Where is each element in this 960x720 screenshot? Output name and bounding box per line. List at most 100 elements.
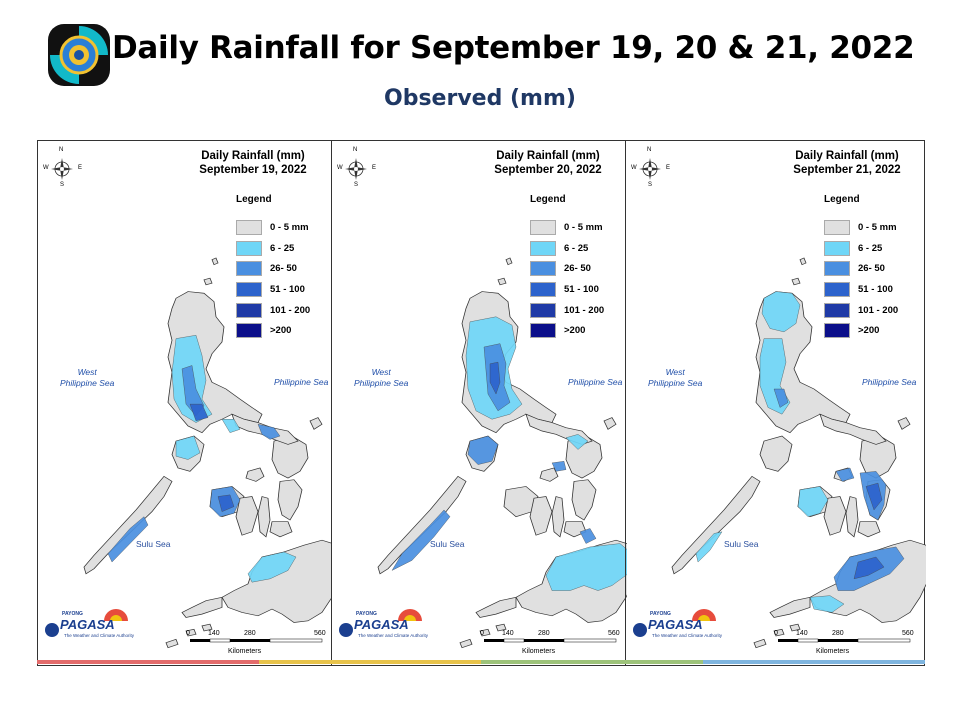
scale-tick-label: 140 bbox=[208, 630, 220, 637]
legend-swatch bbox=[530, 323, 556, 339]
legend-heading: Legend bbox=[530, 194, 566, 205]
west-philippine-sea-label: West Philippine Sea bbox=[648, 367, 703, 388]
island-sulu2 bbox=[789, 623, 801, 632]
pagasa-tagline: The Weather and Climate Authority bbox=[64, 633, 134, 638]
bottom-color-strip bbox=[37, 660, 925, 664]
island-bohol bbox=[857, 521, 881, 538]
compass-rose-icon bbox=[51, 158, 73, 180]
island-sulu1 bbox=[185, 628, 197, 637]
rainfall-area bbox=[257, 424, 281, 440]
legend-heading: Legend bbox=[236, 194, 272, 205]
scale-tick-label: 140 bbox=[796, 630, 808, 637]
philippine-sea-label: Philippine Sea bbox=[274, 377, 329, 387]
compass-s-label: S bbox=[648, 182, 653, 188]
island-samar bbox=[271, 435, 309, 479]
legend-label: >200 bbox=[858, 325, 880, 337]
rainfall-area bbox=[391, 509, 451, 571]
island-palawan bbox=[377, 475, 467, 575]
island-masbate bbox=[245, 467, 265, 482]
compass-w-label: W bbox=[43, 165, 49, 171]
island-leyte bbox=[571, 479, 597, 521]
rainfall-area bbox=[467, 435, 499, 465]
map-panel-sep21: Daily Rainfall (mm) September 21, 2022 Leg… bbox=[625, 141, 926, 665]
legend: 0 - 5 mm 6 - 25 26- 50 51 - 100 101 - 200 >20… bbox=[236, 217, 310, 341]
rainfall-area bbox=[107, 516, 149, 563]
legend-swatch bbox=[530, 302, 556, 318]
legend-label: 51 - 100 bbox=[564, 283, 599, 295]
compass-n-label: N bbox=[647, 147, 652, 153]
pagasa-tagline: The Weather and Climate Authority bbox=[358, 633, 428, 638]
legend-swatch bbox=[530, 281, 556, 297]
legend-label: 6 - 25 bbox=[858, 242, 883, 254]
compass-n-label: N bbox=[353, 147, 358, 153]
sulu-sea-label: Sulu Sea bbox=[724, 539, 759, 549]
island-babuyan bbox=[791, 277, 801, 286]
pagasa-seal-logo bbox=[48, 24, 110, 86]
island-sulu1 bbox=[479, 628, 491, 637]
legend-swatch bbox=[824, 302, 850, 318]
pagasa-icon bbox=[339, 623, 353, 637]
scale-unit-label: Kilometers bbox=[228, 648, 262, 655]
philippines-map bbox=[339, 158, 627, 649]
island-tawi bbox=[753, 638, 767, 649]
legend-label: 0 - 5 mm bbox=[564, 221, 603, 233]
legend-item: 6 - 25 bbox=[824, 238, 898, 259]
rainfall-area bbox=[217, 494, 235, 512]
scale-tick-label: 0 bbox=[774, 630, 778, 637]
rainfall-area bbox=[181, 365, 205, 417]
panel-heading: Daily Rainfall (mm) bbox=[201, 150, 305, 162]
rainfall-area bbox=[809, 595, 845, 613]
scale-tick-label: 280 bbox=[538, 630, 550, 637]
compass-e-label: E bbox=[372, 165, 377, 171]
panel-date: September 21, 2022 bbox=[793, 164, 901, 176]
west-philippine-sea-label: West Philippine Sea bbox=[60, 367, 115, 388]
legend-label: >200 bbox=[270, 325, 292, 337]
panel-title: Daily Rainfall (mm) September 19, 2022 bbox=[189, 149, 317, 177]
philippines-map bbox=[633, 158, 926, 649]
legend-label: 26- 50 bbox=[564, 263, 591, 275]
compass-e-label: E bbox=[78, 165, 83, 171]
island-mindanao bbox=[221, 539, 331, 623]
page-title: Daily Rainfall for September 19, 20 & 21… bbox=[112, 30, 915, 66]
legend-item: 26- 50 bbox=[236, 258, 310, 279]
rainfall-area bbox=[189, 403, 209, 422]
panel-date: September 19, 2022 bbox=[199, 164, 307, 176]
scale-tick-label: 140 bbox=[502, 630, 514, 637]
island-catan bbox=[309, 417, 323, 430]
pagasa-tag-label: PAYONG bbox=[650, 611, 671, 617]
legend-item: 101 - 200 bbox=[236, 300, 310, 321]
scale-unit-label: Kilometers bbox=[522, 648, 556, 655]
legend-swatch bbox=[824, 240, 850, 256]
compass-s-label: S bbox=[60, 182, 65, 188]
compass-w-label: W bbox=[631, 165, 637, 171]
scale-tick-label: 280 bbox=[244, 630, 256, 637]
rainfall-area bbox=[565, 434, 589, 450]
island-masbate bbox=[539, 467, 559, 482]
scale-unit-label: Kilometers bbox=[816, 648, 850, 655]
philippine-sea-label: Philippine Sea bbox=[568, 377, 623, 387]
legend-item: 101 - 200 bbox=[530, 300, 604, 321]
legend-swatch bbox=[236, 281, 262, 297]
scale-tick-label: 0 bbox=[480, 630, 484, 637]
rainfall-area bbox=[773, 388, 789, 408]
island-tawi bbox=[165, 638, 179, 649]
legend-item: 6 - 25 bbox=[236, 238, 310, 259]
rainfall-area bbox=[797, 486, 829, 517]
legend-item: >200 bbox=[236, 320, 310, 341]
scale-bar bbox=[484, 638, 617, 643]
island-babuyan bbox=[497, 277, 507, 286]
island-palawan bbox=[83, 475, 173, 575]
island-sulu1 bbox=[773, 628, 785, 637]
rainfall-area bbox=[551, 461, 567, 472]
page-subtitle: Observed (mm) bbox=[384, 86, 576, 111]
legend-label: 51 - 100 bbox=[270, 283, 305, 295]
legend-swatch bbox=[236, 302, 262, 318]
rainfall-area bbox=[761, 291, 801, 333]
rainfall-area bbox=[247, 551, 297, 583]
legend-swatch bbox=[236, 240, 262, 256]
rainfall-area bbox=[175, 435, 201, 460]
scale-tick-label: 0 bbox=[186, 630, 190, 637]
scale-tick-label: 560 bbox=[902, 630, 914, 637]
legend-item: 51 - 100 bbox=[824, 279, 898, 300]
legend-label: 0 - 5 mm bbox=[858, 221, 897, 233]
